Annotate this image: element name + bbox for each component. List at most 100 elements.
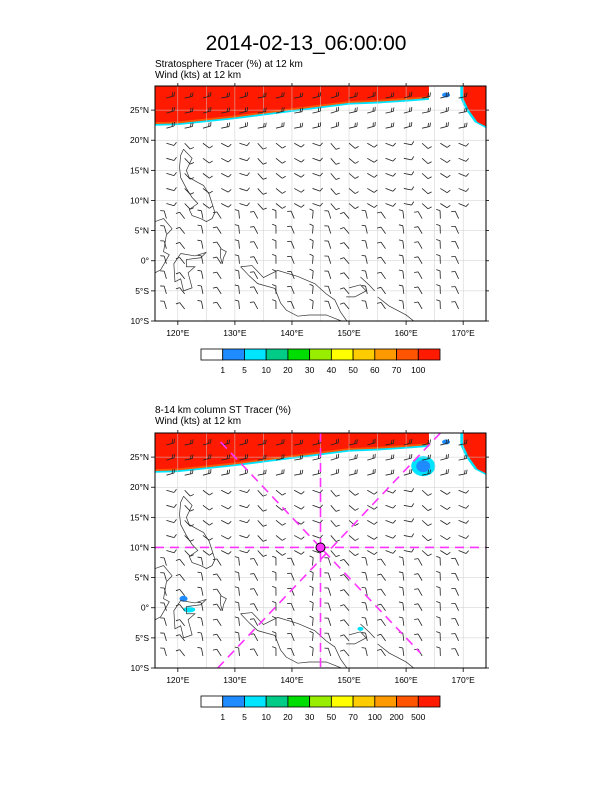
wind-barb bbox=[414, 618, 423, 627]
wind-barb bbox=[221, 469, 231, 476]
wind-barb bbox=[197, 254, 204, 264]
wind-barb bbox=[421, 489, 432, 496]
wind-barb bbox=[436, 208, 441, 219]
y-tick-label: 5°N bbox=[135, 226, 149, 236]
wind-barb bbox=[166, 106, 175, 114]
colorbar-label: 20 bbox=[283, 712, 293, 722]
colorbar-label: 10 bbox=[261, 365, 271, 375]
coastline bbox=[240, 612, 348, 668]
wind-barb bbox=[421, 520, 432, 527]
wind-barb bbox=[166, 488, 177, 493]
wind-barb bbox=[458, 188, 469, 192]
wind-barb bbox=[275, 188, 286, 194]
wind-barb bbox=[398, 586, 405, 596]
wind-barb bbox=[175, 589, 185, 596]
wind-barb bbox=[294, 504, 305, 510]
y-tick-label: 5°N bbox=[135, 573, 149, 583]
wind-barb bbox=[257, 469, 267, 476]
wind-barb bbox=[234, 601, 240, 611]
wind-barb bbox=[377, 256, 386, 264]
wind-barb bbox=[398, 571, 405, 581]
plot-area bbox=[155, 433, 486, 668]
panel-2: 120°E 130°E 140°E 150°E 160°E 170°E 10°S 5°S 0° 5… bbox=[130, 430, 489, 685]
wind-barb bbox=[257, 158, 267, 165]
wind-barb bbox=[330, 550, 340, 557]
wind-barb bbox=[221, 520, 232, 525]
wind-barb bbox=[385, 469, 395, 476]
wind-barb bbox=[221, 535, 232, 540]
wind-barb bbox=[184, 203, 195, 210]
wind-barb bbox=[330, 520, 340, 527]
wind-barb bbox=[249, 301, 259, 310]
wind-barb bbox=[287, 633, 295, 642]
wind-barb bbox=[458, 454, 468, 461]
wind-barb bbox=[234, 224, 240, 234]
wind-barb bbox=[458, 550, 469, 554]
wind-barb bbox=[339, 302, 350, 310]
wind-barb bbox=[403, 186, 415, 191]
wind-barb bbox=[361, 586, 368, 596]
wind-barb bbox=[367, 121, 376, 129]
coastline bbox=[173, 251, 207, 292]
panel2-subtitle-tracer: 8-14 km column ST Tracer (%) bbox=[155, 405, 291, 416]
coastline bbox=[155, 565, 173, 621]
wind-barb bbox=[257, 203, 267, 210]
wind-barb bbox=[385, 172, 396, 177]
wind-barb bbox=[175, 242, 185, 249]
wind-barb bbox=[272, 208, 277, 219]
wind-barb bbox=[451, 210, 459, 219]
wind-barb bbox=[249, 633, 259, 642]
wind-barb bbox=[367, 157, 378, 163]
wind-barb bbox=[212, 271, 222, 280]
wind-barb bbox=[202, 106, 212, 114]
wind-barb bbox=[436, 555, 441, 566]
wind-barb bbox=[403, 171, 415, 176]
wind-barb bbox=[275, 520, 286, 526]
colorbar-label: 200 bbox=[389, 712, 403, 722]
wind-barb bbox=[272, 284, 277, 294]
wind-barb bbox=[367, 106, 376, 114]
x-tick-label: 170°E bbox=[452, 328, 476, 338]
wind-barb bbox=[234, 239, 240, 249]
wind-barb bbox=[294, 92, 304, 99]
storm-center-marker bbox=[315, 542, 326, 553]
wind-barb bbox=[197, 586, 204, 596]
wind-barb bbox=[234, 254, 240, 264]
wind-barb bbox=[458, 142, 469, 147]
wind-barb bbox=[287, 286, 295, 295]
wind-barb bbox=[275, 550, 286, 556]
wind-barb bbox=[239, 157, 250, 162]
wind-barb bbox=[175, 558, 185, 566]
wind-barb bbox=[403, 91, 413, 99]
wind-barb bbox=[287, 557, 295, 566]
wind-barb bbox=[294, 142, 305, 148]
colorbar-swatch bbox=[244, 348, 267, 361]
colorbar-label: 30 bbox=[305, 365, 315, 375]
wind-barb bbox=[385, 534, 396, 539]
wind-barb bbox=[212, 633, 222, 642]
coastline bbox=[377, 643, 415, 668]
wind-barb bbox=[377, 633, 386, 642]
wind-barb bbox=[458, 107, 468, 114]
wind-barb bbox=[221, 107, 231, 114]
wind-barb bbox=[166, 91, 175, 99]
colorbar-swatch bbox=[396, 348, 419, 361]
panel2-subtitle-wind: Wind (kts) at 12 km bbox=[155, 416, 242, 427]
colorbar-label: 70 bbox=[392, 365, 402, 375]
wind-barb bbox=[414, 301, 423, 310]
wind-barb bbox=[403, 469, 413, 476]
wind-barb bbox=[414, 286, 423, 295]
wind-barb bbox=[330, 158, 340, 165]
wind-barb bbox=[414, 226, 423, 234]
wind-barb bbox=[239, 549, 250, 554]
wind-barb bbox=[403, 106, 413, 114]
wind-barb bbox=[184, 520, 195, 527]
wind-barb bbox=[287, 618, 295, 626]
plot-frame bbox=[154, 432, 487, 669]
wind-barb bbox=[403, 533, 415, 538]
wind-barb bbox=[197, 300, 204, 310]
wind-barb bbox=[249, 648, 259, 657]
wind-barb bbox=[309, 253, 314, 264]
colorbar-swatch bbox=[352, 348, 376, 361]
coastline bbox=[360, 623, 375, 639]
